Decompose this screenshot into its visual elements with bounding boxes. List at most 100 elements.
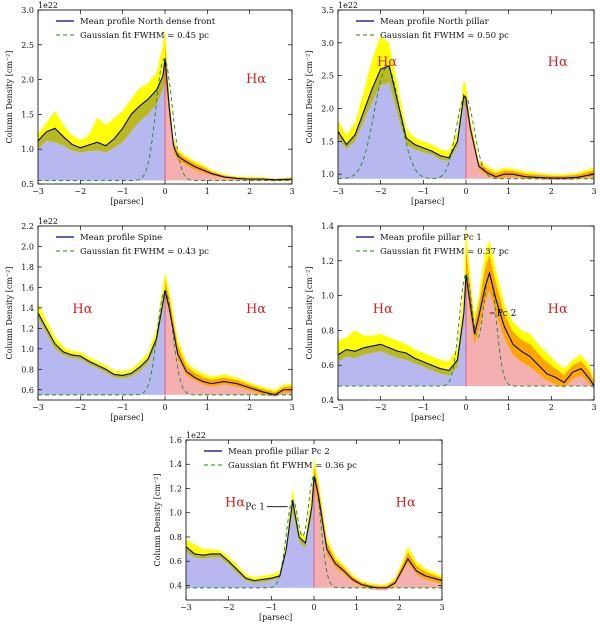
x-tick-label: 0 [311,603,316,612]
plot-area [186,458,442,591]
left-olive-band [38,290,165,379]
x-tick-label: −3 [32,187,44,196]
y-tick-label: 1.2 [321,257,334,266]
x-axis-label: [parsec] [259,613,292,622]
left-olive-band [338,274,466,376]
right-orange-band [314,466,442,591]
left-area-fill [38,297,165,395]
right-area-fill [466,108,594,181]
y-tick-label: 1.0 [321,170,334,179]
halpha-label: Hα [548,55,568,70]
y-tick-label: 0.6 [321,361,334,370]
y-tick-label: 3.0 [21,6,34,15]
x-axis-label: [parsec] [110,413,143,422]
x-tick-label: 3 [591,187,596,196]
y-tick-label: 1.0 [21,345,34,354]
right-area-fill [165,297,292,397]
x-axis-label: [parsec] [110,197,143,206]
gaussian-fit-line [186,475,442,589]
upper-uncertainty-band [38,27,292,182]
y-tick-label: 0.6 [169,557,182,566]
legend-fit-label: Gaussian fit FWHM = 0.37 pc [380,247,509,257]
peak-annotation: Pc 2 [497,309,517,319]
mean-profile-line [186,476,442,589]
gaussian-fit-line [338,273,594,387]
x-tick-label: 1 [506,403,511,412]
x-tick-label: −1 [417,187,429,196]
y-tick-label: 1.6 [169,436,182,445]
x-tick-label: 3 [439,603,444,612]
plot-area [38,27,292,182]
y-axis-label: Column Density [cm⁻²] [305,51,314,144]
x-tick-label: −1 [117,403,129,412]
y-exponent-label: 1e22 [38,1,58,10]
x-tick-label: 2 [549,403,554,412]
gaussian-fit-line [338,66,594,180]
y-tick-label: 1.2 [21,324,34,333]
x-tick-label: 2 [247,403,252,412]
y-axis-label: Column Density [cm⁻²] [5,267,14,360]
y-tick-label: 2.0 [21,242,34,251]
x-tick-label: 0 [162,403,167,412]
left-area-fill [338,82,466,179]
halpha-label: Hα [377,55,397,70]
halpha-label: Hα [246,72,266,87]
plot-area [338,36,594,181]
x-tick-label: −2 [74,187,86,196]
legend-fit-label: Gaussian fit FWHM = 0.45 pc [80,31,209,41]
peak-annotation: Pc 1 [245,503,265,513]
left-olive-band [186,476,314,584]
chart-panel-3: −3 −2 −1 0 1 2 3 0.6 0.8 1.0 1.2 1.4 1.6 1.8 2.0 2.2 1e2… [5,217,295,422]
left-area-fill [38,79,165,181]
y-tick-label: 0.8 [321,326,334,335]
y-tick-label: 0.4 [169,581,182,590]
chart-panel-5: −3 −2 −1 0 1 2 3 0.4 0.6 0.8 1.0 1.2 1.4 1.6 1e22 [pars… [153,431,445,622]
x-tick-label: 0 [463,403,468,412]
chart-panel-2: −3 −2 −1 0 1 2 3 1.0 1.5 2.0 2.5 3.0 3.5 1e22 [parsec]… [305,1,597,206]
x-tick-label: 0 [463,187,468,196]
y-axis-label: Column Density [cm⁻²] [153,474,162,567]
legend-mean-label: Mean profile North dense front [80,17,216,27]
left-area-fill [186,488,314,588]
y-tick-label: 1.0 [21,145,34,154]
y-tick-label: 2.5 [21,41,34,50]
right-orange-band [466,247,594,390]
halpha-label: Hα [246,302,266,317]
plot-area [338,226,594,390]
x-tick-label: −1 [117,187,129,196]
x-tick-label: 2 [247,187,252,196]
y-tick-label: 1.6 [21,283,34,292]
x-axis-label: [parsec] [411,197,444,206]
y-tick-label: 1.0 [321,292,334,301]
y-tick-label: 2.0 [21,76,34,85]
x-tick-label: −2 [375,187,387,196]
x-tick-label: −3 [32,403,44,412]
y-tick-label: 2.5 [321,72,334,81]
y-tick-label: 1.4 [321,222,334,231]
x-tick-label: −3 [332,403,344,412]
x-tick-label: 0 [162,187,167,196]
left-olive-band [338,65,466,162]
x-tick-label: −2 [223,603,235,612]
x-tick-label: −3 [180,603,192,612]
legend-mean-label: Mean profile Spine [80,233,162,243]
y-exponent-label: 1e22 [38,217,58,226]
y-axis-label: Column Density [cm⁻²] [305,267,314,360]
y-tick-label: 1.5 [21,110,34,119]
chart-panel-4: −3 −2 −1 0 1 2 3 0.4 0.6 0.8 1.0 1.2 1.4 [parsec] Colu… [305,222,597,422]
halpha-label: Hα [396,496,416,511]
y-tick-label: 1.0 [169,509,182,518]
x-tick-label: 2 [397,603,402,612]
y-tick-label: 2.0 [321,104,334,113]
y-tick-label: 1.2 [169,484,182,493]
y-tick-label: 3.0 [321,39,334,48]
y-tick-label: 0.8 [21,365,34,374]
y-tick-label: 0.4 [321,396,334,405]
y-tick-label: 0.8 [169,533,182,542]
chart-panel-1: −3 −2 −1 0 1 2 3 0.5 1.0 1.5 2.0 2.5 3.0 1e22 [parsec]… [5,1,295,206]
x-tick-label: 1 [506,187,511,196]
x-tick-label: 1 [205,403,210,412]
upper-uncertainty-band [38,272,292,397]
halpha-label: Hα [72,302,92,317]
x-tick-label: 3 [289,187,294,196]
